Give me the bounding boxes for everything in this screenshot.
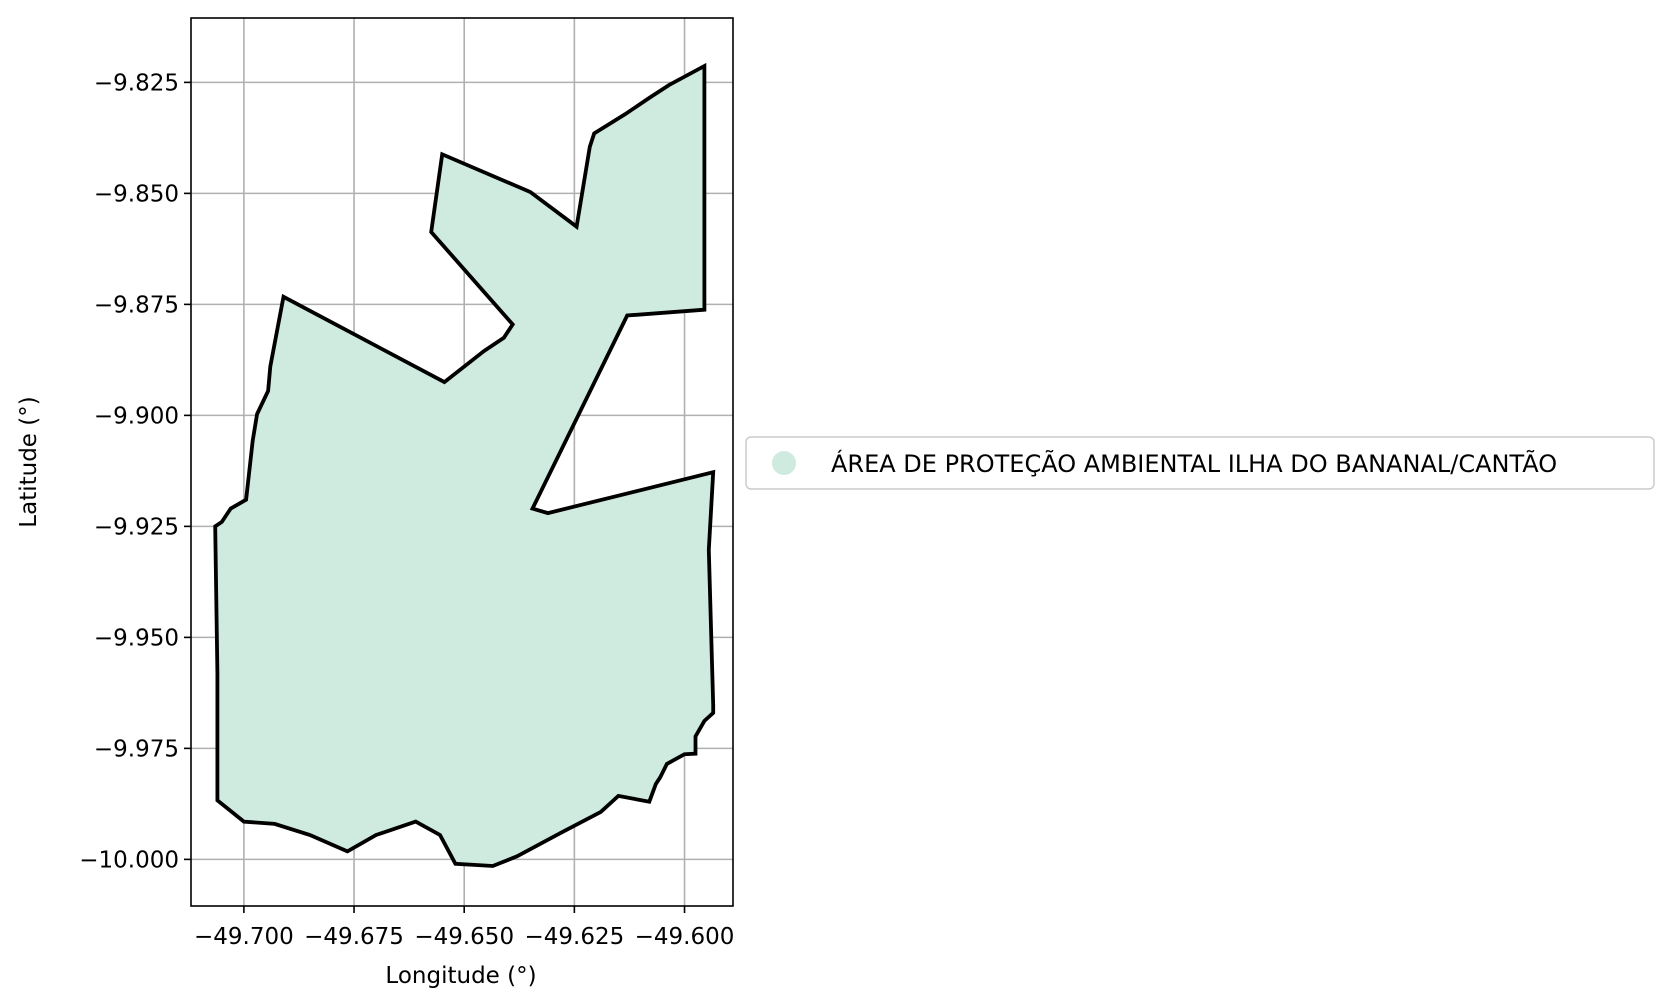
x-tick-label: −49.650 (414, 924, 514, 950)
x-axis-ticks: −49.700 −49.675 −49.650 −49.625 −49.600 (194, 906, 734, 950)
legend-box (745, 436, 1655, 490)
legend-marker (772, 451, 796, 475)
y-tick-label: −9.850 (94, 181, 179, 207)
x-axis-title: Longitude (°) (385, 963, 536, 989)
y-tick-label: −9.875 (94, 292, 179, 318)
y-tick-label: −9.925 (94, 514, 179, 540)
legend: ÁREA DE PROTEÇÃO AMBIENTAL ILHA DO BANAN… (745, 436, 1655, 490)
y-tick-label: −10.000 (79, 847, 179, 873)
protected-area-polygon (213, 62, 716, 868)
x-tick-label: −49.700 (194, 924, 294, 950)
x-tick-label: −49.600 (635, 924, 735, 950)
legend-label: ÁREA DE PROTEÇÃO AMBIENTAL ILHA DO BANAN… (831, 448, 1557, 478)
y-tick-label: −9.950 (94, 625, 179, 651)
y-tick-label: −9.975 (94, 736, 179, 762)
y-axis-title: Latitude (°) (16, 396, 42, 527)
y-axis-ticks: −9.825 −9.850 −9.875 −9.900 −9.925 −9.950 −9.9… (79, 70, 191, 873)
x-tick-label: −49.625 (524, 924, 624, 950)
y-tick-label: −9.825 (94, 70, 179, 96)
x-tick-label: −49.675 (304, 924, 404, 950)
y-tick-label: −9.900 (94, 403, 179, 429)
axes-frame (190, 17, 734, 907)
